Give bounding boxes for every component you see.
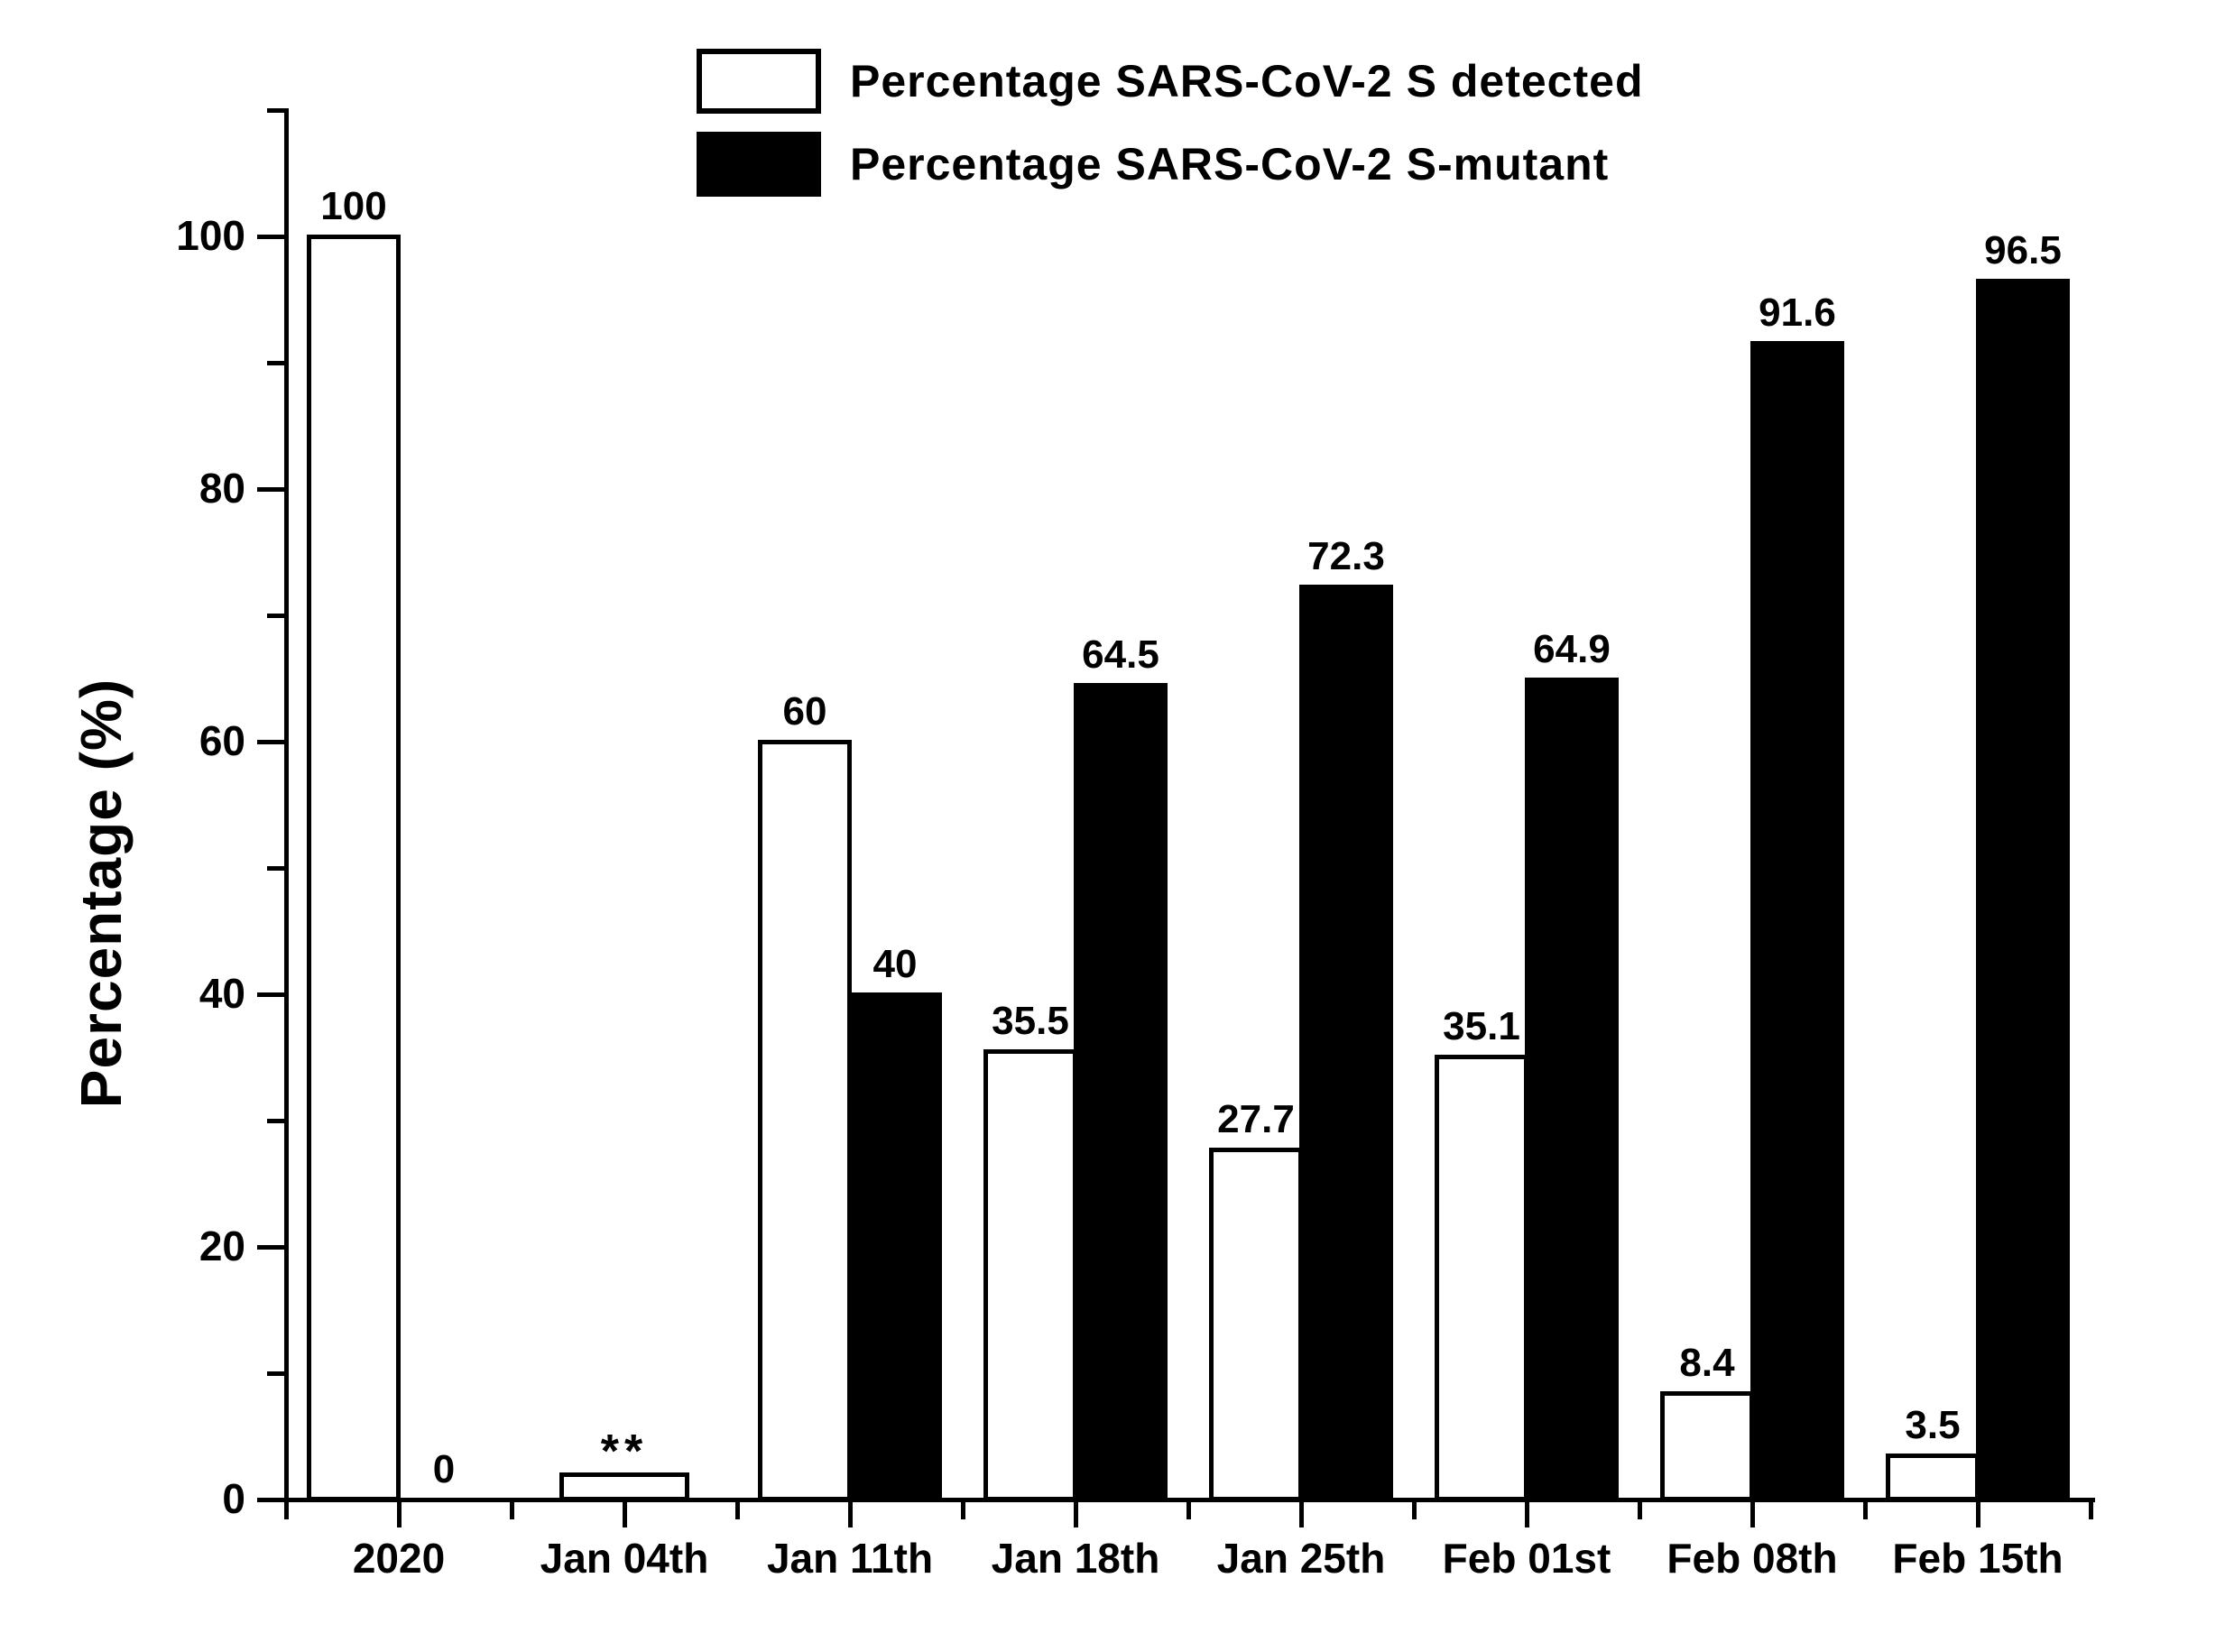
y-minor-tick — [267, 361, 284, 365]
y-minor-tick — [267, 1119, 284, 1123]
bar-s-mutant — [1750, 340, 1844, 1501]
bar-value-label: 27.7 — [1217, 1097, 1295, 1142]
bar-s-detected — [983, 1049, 1077, 1501]
bar-s-detected — [1886, 1454, 1980, 1501]
x-tick-label: Feb 08th — [1666, 1535, 1838, 1582]
x-tick-label: Jan 11th — [766, 1535, 934, 1582]
bar-value-label: 64.9 — [1533, 627, 1611, 672]
x-major-tick — [1299, 1502, 1304, 1527]
x-tick-label: Jan 25th — [1216, 1535, 1386, 1582]
y-major-tick — [257, 487, 284, 492]
legend-label: Percentage SARS-CoV-2 S detected — [850, 56, 1644, 106]
x-tick-label: Feb 15th — [1892, 1535, 2063, 1582]
bar-value-label: 0 — [432, 1447, 456, 1491]
y-minor-tick — [267, 108, 284, 113]
x-axis-line — [284, 1498, 2095, 1502]
bar-value-label: 64.5 — [1082, 632, 1159, 677]
x-major-tick — [397, 1502, 402, 1527]
x-minor-tick — [510, 1502, 514, 1519]
legend-swatch-white — [697, 49, 821, 114]
x-minor-tick — [284, 1502, 289, 1519]
y-minor-tick — [267, 866, 284, 871]
y-minor-tick — [267, 614, 284, 618]
bar-s-detected — [758, 740, 852, 1501]
x-major-tick — [1976, 1502, 1980, 1527]
bar-value-label: 8.4 — [1679, 1341, 1735, 1386]
x-major-tick — [623, 1502, 627, 1527]
x-tick-label: Jan 18th — [991, 1535, 1160, 1582]
bar-s-detected — [1435, 1054, 1528, 1501]
y-tick-label: 0 — [222, 1475, 245, 1522]
y-major-tick — [257, 740, 284, 744]
x-tick-label: Jan 04th — [540, 1535, 709, 1582]
bar-value-label: 40 — [872, 942, 918, 986]
x-minor-tick — [2089, 1502, 2093, 1519]
bar-value-label: 91.6 — [1759, 290, 1836, 335]
x-major-tick — [1750, 1502, 1755, 1527]
y-tick-label: 40 — [198, 970, 245, 1017]
y-tick-label: 20 — [198, 1223, 245, 1269]
y-tick-label: 60 — [198, 717, 245, 764]
legend-label: Percentage SARS-CoV-2 S-mutant — [850, 139, 1610, 189]
y-major-tick — [257, 1498, 284, 1502]
bar-value-label: 72.3 — [1307, 533, 1385, 578]
bar-s-mutant — [1976, 279, 2070, 1501]
x-minor-tick — [1186, 1502, 1191, 1519]
bar-s-mutant — [1525, 678, 1619, 1501]
bar-value-label: 3.5 — [1905, 1403, 1961, 1447]
x-tick-label: 2020 — [352, 1535, 446, 1582]
y-major-tick — [257, 235, 284, 239]
bar-s-detected — [1660, 1391, 1754, 1501]
bar-s-detected — [307, 235, 401, 1501]
bar-s-mutant — [848, 992, 942, 1501]
y-minor-tick — [267, 1371, 284, 1376]
x-minor-tick — [1638, 1502, 1642, 1519]
x-minor-tick — [735, 1502, 740, 1519]
bar-s-mutant — [1299, 584, 1393, 1501]
x-minor-tick — [1863, 1502, 1868, 1519]
y-tick-label: 80 — [198, 465, 245, 512]
y-tick-label: 100 — [176, 212, 245, 259]
x-tick-label: Feb 01st — [1442, 1535, 1611, 1582]
x-major-tick — [1074, 1502, 1078, 1527]
significance-annotation: ** — [600, 1426, 649, 1478]
y-major-tick — [257, 1245, 284, 1250]
bar-value-label: 96.5 — [1984, 228, 2062, 272]
bar-value-label: 100 — [320, 184, 387, 228]
x-minor-tick — [961, 1502, 965, 1519]
x-major-tick — [848, 1502, 853, 1527]
bar-s-mutant — [1074, 683, 1168, 1501]
x-minor-tick — [1412, 1502, 1417, 1519]
bar-value-label: 60 — [782, 689, 827, 734]
y-major-tick — [257, 992, 284, 997]
bar-value-label: 35.1 — [1443, 1003, 1520, 1048]
bar-s-detected — [1209, 1148, 1303, 1501]
y-axis-line — [284, 108, 289, 1504]
bar-value-label: 35.5 — [992, 999, 1069, 1043]
legend-swatch-black — [697, 132, 821, 197]
x-major-tick — [1525, 1502, 1529, 1527]
